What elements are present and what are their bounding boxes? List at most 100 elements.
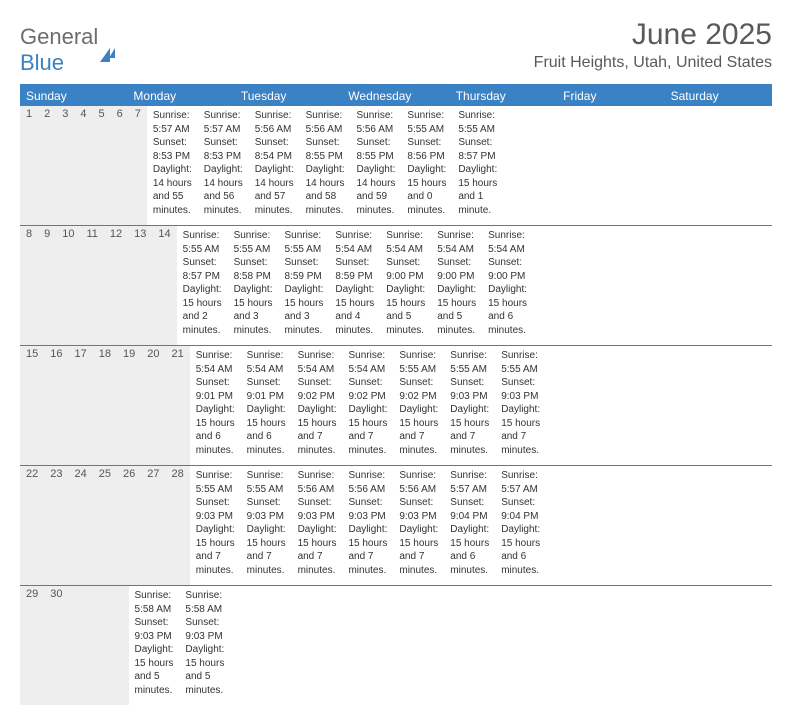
daylight-text-1: Daylight: 15 hours [450, 403, 489, 430]
day-number: 9 [38, 226, 56, 345]
header: General Blue June 2025 Fruit Heights, Ut… [20, 18, 772, 76]
sunrise-text: Sunrise: 5:56 AM [298, 469, 337, 496]
sunrise-text: Sunrise: 5:55 AM [458, 109, 497, 136]
daylight-text-2: and 57 minutes. [255, 190, 294, 217]
sunset-text: Sunset: 9:02 PM [298, 376, 337, 403]
daylight-text-2: and 7 minutes. [298, 550, 337, 577]
day-number: 12 [104, 226, 128, 345]
sunset-text: Sunset: 9:03 PM [348, 496, 387, 523]
day-cell [254, 586, 266, 705]
day-number: 17 [69, 346, 93, 465]
calendar-body: 1234567 Sunrise: 5:57 AM Sunset: 8:53 PM Da… [20, 106, 772, 705]
sunrise-text: Sunrise: 5:56 AM [255, 109, 294, 136]
sunset-text: Sunset: 9:04 PM [450, 496, 489, 523]
sunset-text: Sunset: 8:55 PM [357, 136, 396, 163]
daylight-text-1: Daylight: 15 hours [407, 163, 446, 190]
day-cell: Sunrise: 5:55 AMSunset: 9:03 PMDaylight:… [444, 346, 495, 465]
day-number: 15 [20, 346, 44, 465]
day-number: 10 [56, 226, 80, 345]
dow-monday: Monday [127, 86, 234, 106]
sunrise-text: Sunrise: 5:55 AM [247, 469, 286, 496]
day-number: 1 [20, 106, 38, 225]
sunset-text: Sunset: 9:03 PM [196, 496, 235, 523]
daylight-text-2: and 6 minutes. [501, 550, 540, 577]
daylight-text-2: and 56 minutes. [204, 190, 243, 217]
daylight-text-1: Daylight: 15 hours [488, 283, 527, 310]
daylight-text-2: and 7 minutes. [247, 550, 286, 577]
sunrise-text: Sunrise: 5:55 AM [196, 469, 235, 496]
day-cells-row: Sunrise: 5:54 AMSunset: 9:01 PMDaylight:… [190, 346, 546, 465]
daylight-text-2: and 7 minutes. [450, 430, 489, 457]
day-number: 8 [20, 226, 38, 345]
sunrise-text: Sunrise: 5:56 AM [399, 469, 438, 496]
sunset-text: Sunset: 8:53 PM [153, 136, 192, 163]
calendar-week: 15161718192021Sunrise: 5:54 AMSunset: 9:… [20, 345, 772, 465]
dow-sunday: Sunday [20, 86, 127, 106]
day-cells-row: Sunrise: 5:57 AM Sunset: 8:53 PM Daylight:… [147, 106, 503, 225]
sunrise-text: Sunrise: 5:55 AM [284, 229, 323, 256]
daylight-text-2: and 6 minutes. [247, 430, 286, 457]
dow-friday: Friday [557, 86, 664, 106]
day-cell: Sunrise: 5:56 AMSunset: 9:03 PMDaylight:… [292, 466, 343, 585]
daylight-text-2: and 6 minutes. [196, 430, 235, 457]
sunset-text: Sunset: 9:04 PM [501, 496, 540, 523]
daylight-text-1: Daylight: 14 hours [357, 163, 396, 190]
sunrise-text: Sunrise: 5:55 AM [407, 109, 446, 136]
daylight-text-2: and 1 minute. [458, 190, 497, 217]
day-cell: Sunrise: 5:55 AMSunset: 8:58 PMDaylight:… [228, 226, 279, 345]
day-number: 30 [44, 586, 68, 705]
day-number: 26 [117, 466, 141, 585]
day-number: 13 [128, 226, 152, 345]
day-cells-row: Sunrise: 5:58 AMSunset: 9:03 PMDaylight:… [129, 586, 291, 705]
daylight-text-1: Daylight: 15 hours [437, 283, 476, 310]
day-number-row: 1234567 [20, 106, 147, 225]
day-cell: Sunrise: 5:57 AMSunset: 9:04 PMDaylight:… [444, 466, 495, 585]
day-number [81, 586, 93, 705]
sunrise-text: Sunrise: 5:54 AM [247, 349, 286, 376]
daylight-text-2: and 7 minutes. [399, 550, 438, 577]
sunset-text: Sunset: 8:59 PM [335, 256, 374, 283]
day-cell: Sunrise: 5:56 AMSunset: 8:55 PMDaylight:… [300, 106, 351, 225]
sunset-text: Sunset: 9:00 PM [488, 256, 527, 283]
day-cell: Sunrise: 5:55 AMSunset: 8:56 PMDaylight:… [401, 106, 452, 225]
daylight-text-2: and 7 minutes. [348, 550, 387, 577]
sunrise-text: Sunrise: 5:56 AM [357, 109, 396, 136]
day-number [69, 586, 81, 705]
sunrise-text: Sunrise: 5:54 AM [298, 349, 337, 376]
day-number: 27 [141, 466, 165, 585]
day-cell: Sunrise: 5:54 AMSunset: 8:59 PMDaylight:… [329, 226, 380, 345]
day-number: 18 [93, 346, 117, 465]
location-label: Fruit Heights, Utah, United States [534, 54, 772, 72]
daylight-text-2: and 7 minutes. [399, 430, 438, 457]
day-cell: Sunrise: 5:55 AMSunset: 8:57 PMDaylight:… [452, 106, 503, 225]
sunset-text: Sunset: 9:03 PM [501, 376, 540, 403]
brand-word-2: Blue [20, 50, 64, 75]
sunset-text: Sunset: 8:54 PM [255, 136, 294, 163]
day-cell: Sunrise: 5:55 AMSunset: 9:02 PMDaylight:… [393, 346, 444, 465]
daylight-text-2: and 4 minutes. [335, 310, 374, 337]
sunrise-text: Sunrise: 5:57 AM [204, 109, 243, 136]
daylight-text-1: Daylight: 15 hours [335, 283, 374, 310]
day-cell [278, 586, 290, 705]
day-cell: Sunrise: 5:55 AMSunset: 9:03 PMDaylight:… [495, 346, 546, 465]
sunset-text: Sunset: 9:03 PM [298, 496, 337, 523]
daylight-text-2: and 3 minutes. [234, 310, 273, 337]
daylight-text-1: Daylight: 15 hours [298, 403, 337, 430]
day-number: 23 [44, 466, 68, 585]
sunset-text: Sunset: 8:56 PM [407, 136, 446, 163]
sunrise-text: Sunrise: 5:56 AM [348, 469, 387, 496]
day-cell: Sunrise: 5:55 AMSunset: 9:03 PMDaylight:… [190, 466, 241, 585]
day-cell: Sunrise: 5:55 AMSunset: 8:57 PMDaylight:… [177, 226, 228, 345]
sunset-text: Sunset: 9:03 PM [450, 376, 489, 403]
sunset-text: Sunset: 9:03 PM [135, 616, 174, 643]
sunrise-text: Sunrise: 5:54 AM [437, 229, 476, 256]
sunset-text: Sunset: 9:03 PM [247, 496, 286, 523]
day-cell: Sunrise: 5:58 AMSunset: 9:03 PMDaylight:… [129, 586, 180, 705]
calendar-week: 1234567 Sunrise: 5:57 AM Sunset: 8:53 PM Da… [20, 106, 772, 225]
calendar-week: 2930Sunrise: 5:58 AMSunset: 9:03 PMDayli… [20, 585, 772, 705]
daylight-text-1: Daylight: 15 hours [196, 403, 235, 430]
sunrise-text: Sunrise: 5:54 AM [488, 229, 527, 256]
dow-header-row: Sunday Monday Tuesday Wednesday Thursday… [20, 86, 772, 106]
daylight-text-1: Daylight: 15 hours [298, 523, 337, 550]
sunset-text: Sunset: 9:01 PM [247, 376, 286, 403]
